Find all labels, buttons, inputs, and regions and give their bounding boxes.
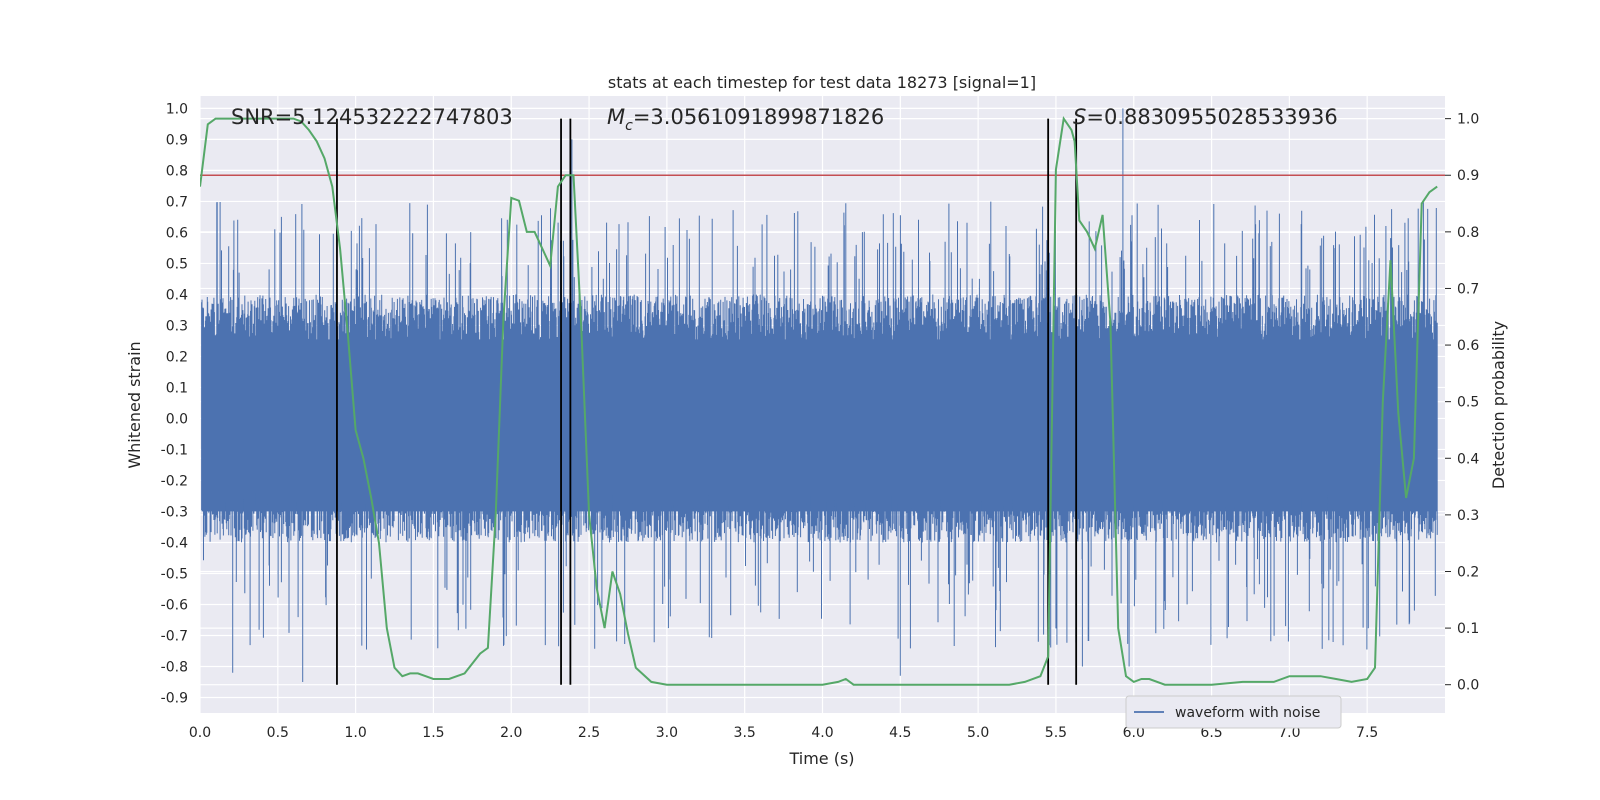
- y-tick-label: -0.7: [161, 628, 188, 644]
- y-tick-label: -0.3: [161, 504, 188, 520]
- legend-label: waveform with noise: [1175, 705, 1320, 721]
- y-tick-label: -0.5: [161, 566, 188, 582]
- y2-tick-label: 0.8: [1457, 225, 1479, 241]
- x-tick-label: 1.5: [422, 725, 444, 741]
- x-tick-label: 7.5: [1356, 725, 1378, 741]
- plot-area: [200, 108, 1445, 686]
- y2-tick-label: 0.1: [1457, 621, 1479, 637]
- snr-annotation: SNR=5.124532222747803: [231, 105, 513, 129]
- waveform-trace: [201, 108, 1438, 682]
- y-tick-label: -0.9: [161, 690, 188, 706]
- legend-box: [1125, 695, 1342, 729]
- y-axis-label: Whitened strain: [125, 341, 144, 468]
- x-tick-label: 0.0: [189, 725, 211, 741]
- y-tick-label: 0.7: [166, 194, 188, 210]
- y2-tick-label: 0.9: [1457, 168, 1479, 184]
- x-axis-label: Time (s): [788, 749, 854, 768]
- x-tick-label: 4.5: [889, 725, 911, 741]
- y-axis-ticks: 1.0 0.9 0.8 0.7 0.6 0.5 0.4 0.3 0.2 0.1 0.0 -0.1 -0.…: [161, 101, 188, 706]
- x-tick-label: 2.5: [578, 725, 600, 741]
- y-tick-label: -0.4: [161, 535, 188, 551]
- y2-tick-label: 0.0: [1457, 678, 1479, 694]
- y-tick-label: 0.4: [166, 287, 188, 303]
- y2-tick-label: 0.6: [1457, 338, 1479, 354]
- probability-series: [200, 115, 1438, 686]
- y-tick-label: -0.2: [161, 473, 188, 489]
- x-tick-label: 2.0: [500, 725, 522, 741]
- y-tick-label: 0.1: [166, 380, 188, 396]
- y-tick-label: 0.0: [166, 411, 188, 427]
- y2-tick-label: 0.2: [1457, 564, 1479, 580]
- x-tick-label: 5.0: [967, 725, 989, 741]
- s-annotation: S=0.8830955028533936: [1073, 105, 1338, 129]
- y-tick-label: 0.5: [166, 256, 188, 272]
- x-tick-label: 3.5: [734, 725, 756, 741]
- y-tick-label: 0.6: [166, 225, 188, 241]
- y2-axis-ticks: 1.0 0.9 0.8 0.7 0.6 0.5 0.4 0.3 0.2 0.1 0.0: [1445, 112, 1479, 694]
- y-tick-label: 0.3: [166, 318, 188, 334]
- y-tick-label: -0.6: [161, 597, 188, 613]
- y-tick-label: 0.9: [166, 132, 188, 148]
- y-tick-label: 0.2: [166, 349, 188, 365]
- x-tick-label: 4.0: [811, 725, 833, 741]
- y-tick-label: 0.8: [166, 163, 188, 179]
- chart-title: stats at each timestep for test data 182…: [608, 73, 1036, 92]
- x-tick-label: 6.0: [1123, 725, 1145, 741]
- y2-tick-label: 0.5: [1457, 395, 1479, 411]
- y-tick-label: 1.0: [166, 101, 188, 117]
- waveform-series: [201, 108, 1438, 682]
- probability-line: [200, 115, 1438, 686]
- x-tick-label: 3.0: [656, 725, 678, 741]
- x-tick-label: 1.0: [344, 725, 366, 741]
- y2-tick-label: 0.7: [1457, 281, 1479, 297]
- chirp-mass-annotation: Mc=3.0561091899871826: [607, 105, 884, 134]
- x-axis-ticks: 0.0 0.5 1.0 1.5 2.0 2.5 3.0 3.5 4.0 4.5 5.0 5.5 6.0 6…: [189, 725, 1378, 741]
- x-tick-label: 0.5: [267, 725, 289, 741]
- x-tick-label: 5.5: [1045, 725, 1067, 741]
- y-tick-label: -0.1: [161, 442, 188, 458]
- x-tick-label: 7.0: [1278, 725, 1300, 741]
- x-tick-label: 6.5: [1200, 725, 1222, 741]
- y2-axis-label: Detection probability: [1489, 321, 1508, 489]
- y-tick-label: -0.8: [161, 659, 188, 675]
- legend: waveform with noise: [1125, 695, 1342, 729]
- y2-tick-label: 1.0: [1457, 112, 1479, 128]
- y2-tick-label: 0.3: [1457, 508, 1479, 524]
- marker-lines: [336, 118, 1078, 685]
- y2-tick-label: 0.4: [1457, 451, 1479, 467]
